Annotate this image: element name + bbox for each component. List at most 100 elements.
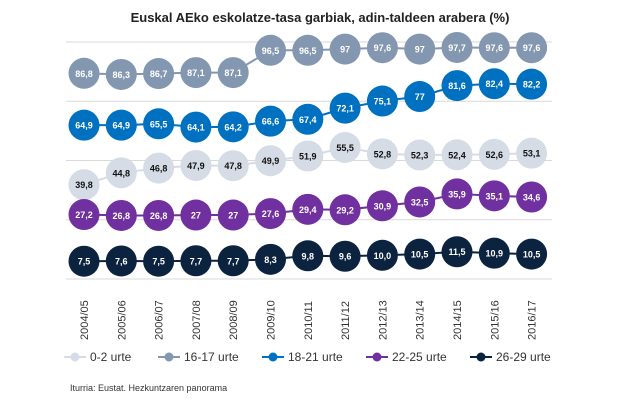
- x-tick-label: 2014/15: [452, 300, 464, 340]
- x-tick-label: 2010/11: [303, 301, 315, 340]
- legend-marker: [70, 352, 80, 362]
- data-label: 9,6: [339, 252, 352, 262]
- legend-item: 26-29 urte: [470, 350, 551, 364]
- data-point: [478, 32, 510, 64]
- data-label: 44,8: [113, 168, 131, 178]
- data-point: [366, 32, 398, 64]
- series-22-25-urte: 27,2 26,8 26,8 27 27 27,6 29,4 29,2 30,9 32,5 35,9…: [68, 178, 548, 231]
- data-label: 27,2: [75, 210, 93, 220]
- data-point: [329, 131, 361, 163]
- data-point: [292, 34, 324, 66]
- data-point: [478, 68, 510, 100]
- data-label: 97,6: [486, 43, 504, 53]
- series-0-2-urte: 39,8 44,8 46,8 47,9 47,8 49,9 51,9 55,5 52,8 52,3…: [68, 131, 548, 201]
- data-point: [478, 138, 510, 170]
- data-label: 35,1: [486, 191, 504, 201]
- x-tick-label: 2012/13: [377, 300, 389, 340]
- data-label: 96,5: [299, 46, 317, 56]
- source-note: Iturria: Eustat. Hezkuntzaren panorama: [70, 383, 227, 393]
- data-point: [105, 58, 137, 90]
- x-tick-label: 2005/06: [116, 300, 128, 340]
- data-label: 7,7: [227, 256, 240, 266]
- data-label: 52,6: [486, 150, 504, 160]
- data-point: [329, 92, 361, 124]
- data-point: [516, 238, 548, 270]
- data-point: [404, 186, 436, 218]
- x-tick-label: 2015/16: [489, 300, 501, 340]
- data-point: [516, 32, 548, 64]
- data-point: [516, 137, 548, 169]
- data-label: 77: [415, 92, 425, 102]
- legend-label: 26-29 urte: [496, 350, 551, 364]
- data-point: [441, 70, 473, 102]
- data-point: [180, 199, 212, 231]
- data-label: 97,7: [448, 43, 466, 53]
- data-point: [255, 105, 286, 137]
- x-tick-label: 2006/07: [154, 300, 166, 340]
- data-point: [143, 245, 175, 277]
- data-point: [143, 58, 175, 90]
- data-label: 55,5: [336, 143, 354, 153]
- x-tick-label: 2016/17: [527, 300, 539, 340]
- data-point: [105, 245, 137, 277]
- data-label: 97,6: [374, 43, 392, 53]
- data-label: 97: [415, 45, 425, 55]
- data-label: 52,3: [411, 151, 429, 161]
- data-label: 65,5: [150, 119, 168, 129]
- data-label: 87,1: [187, 68, 205, 78]
- data-label: 27: [191, 211, 201, 221]
- data-label: 27,6: [262, 209, 280, 219]
- data-point: [180, 149, 212, 181]
- series-26-29-urte: 7,5 7,6 7,5 7,7 7,7 8,3 9,8 9,6 10,0 10,5 11,5 10,9…: [68, 236, 548, 277]
- legend-marker: [372, 352, 382, 362]
- series-16-17-urte: 86,8 86,3 86,7 87,1 87,1 96,5 96,5 97 97,6 97 97,7…: [68, 31, 548, 90]
- data-label: 27: [228, 211, 238, 221]
- data-label: 81,6: [448, 81, 466, 91]
- legend-item: 16-17 urte: [158, 350, 239, 364]
- data-label: 49,9: [262, 156, 280, 166]
- legend-item: 0-2 urte: [64, 350, 132, 364]
- data-label: 97: [340, 45, 350, 55]
- data-label: 75,1: [374, 97, 392, 107]
- data-point: [366, 138, 398, 170]
- x-tick-label: 2007/08: [191, 300, 203, 340]
- data-point: [217, 199, 249, 231]
- x-tick-label: 2011/12: [340, 301, 352, 340]
- data-label: 97,6: [523, 43, 541, 53]
- data-label: 7,5: [78, 257, 91, 267]
- data-point: [217, 150, 249, 182]
- data-label: 72,1: [336, 104, 354, 114]
- data-label: 10,9: [486, 249, 504, 259]
- data-point: [255, 243, 286, 275]
- data-label: 29,2: [336, 205, 354, 215]
- legend-label: 0-2 urte: [90, 350, 132, 364]
- legend-label: 22-25 urte: [392, 350, 447, 364]
- data-point: [366, 190, 398, 222]
- data-label: 52,4: [448, 150, 466, 160]
- data-label: 82,2: [523, 80, 541, 90]
- data-label: 10,5: [411, 250, 429, 260]
- legend-marker: [476, 352, 486, 362]
- data-label: 39,8: [75, 180, 93, 190]
- data-point: [255, 34, 286, 66]
- x-tick-label: 2013/14: [415, 300, 427, 340]
- data-point: [366, 85, 398, 117]
- data-label: 86,3: [113, 70, 131, 80]
- data-point: [292, 140, 324, 172]
- data-point: [255, 198, 286, 230]
- x-tick-label: 2009/10: [266, 300, 278, 340]
- legend-label: 18-21 urte: [288, 350, 343, 364]
- data-point: [180, 245, 212, 277]
- data-label: 46,8: [150, 164, 168, 174]
- data-point: [68, 199, 100, 231]
- data-point: [292, 193, 324, 225]
- data-point: [143, 199, 175, 231]
- data-point: [68, 245, 100, 277]
- legend-item: 18-21 urte: [262, 350, 343, 364]
- data-label: 67,4: [299, 115, 317, 125]
- data-point: [404, 33, 436, 65]
- data-point: [516, 68, 548, 100]
- data-point: [217, 57, 249, 89]
- data-label: 10,0: [374, 251, 392, 261]
